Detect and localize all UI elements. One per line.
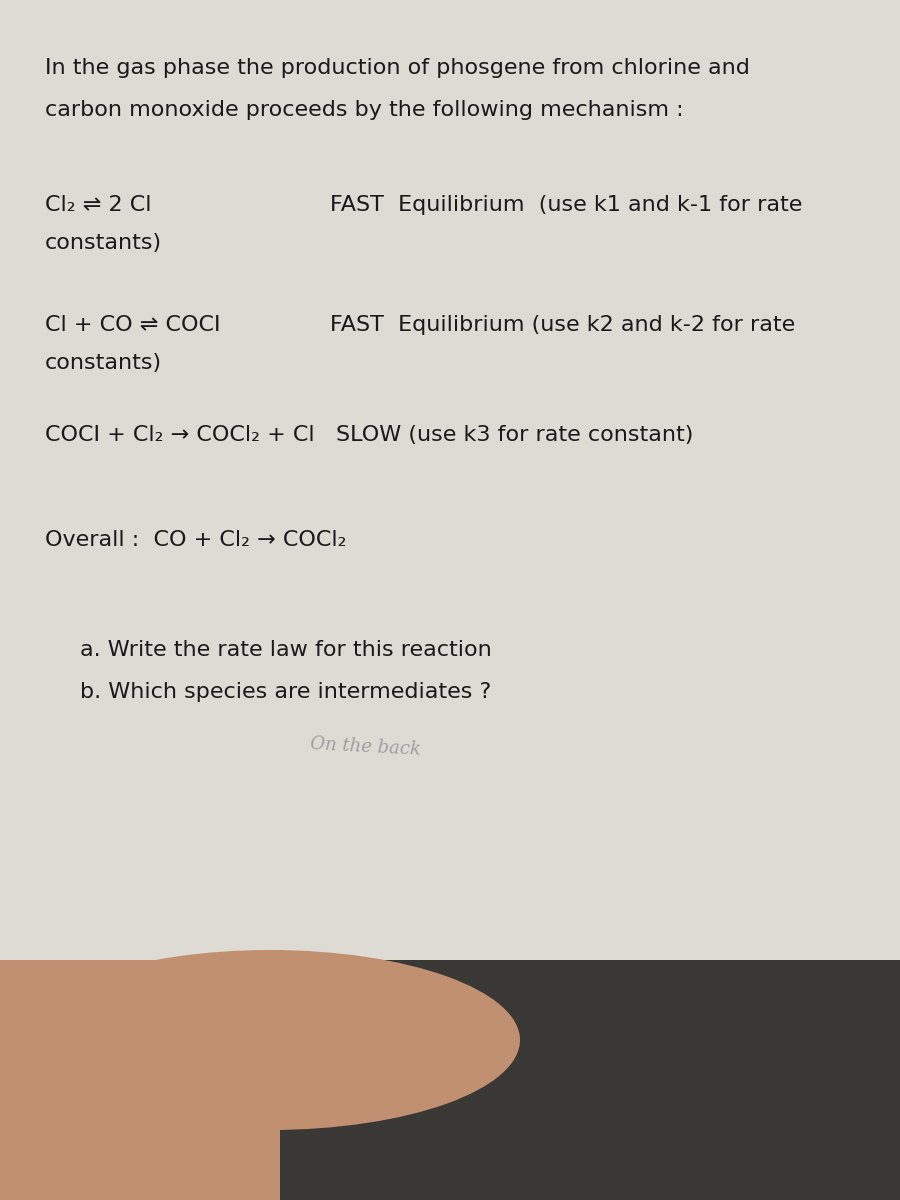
Text: Cl + CO ⇌ COCI: Cl + CO ⇌ COCI [45,314,220,335]
Text: constants): constants) [45,233,162,253]
Text: In the gas phase the production of phosgene from chlorine and: In the gas phase the production of phosg… [45,58,750,78]
Text: constants): constants) [45,353,162,373]
Text: Overall :  CO + Cl₂ → COCl₂: Overall : CO + Cl₂ → COCl₂ [45,530,346,550]
Text: COCI + Cl₂ → COCl₂ + Cl   SLOW (use k3 for rate constant): COCI + Cl₂ → COCl₂ + Cl SLOW (use k3 for… [45,425,693,445]
Text: carbon monoxide proceeds by the following mechanism :: carbon monoxide proceeds by the followin… [45,100,684,120]
Bar [0,960,280,1200]
Bar [0,1000,200,1200]
Text: Cl₂ ⇌ 2 Cl: Cl₂ ⇌ 2 Cl [45,194,151,215]
Text: b. Which species are intermediates ?: b. Which species are intermediates ? [80,682,491,702]
Bar [0,0,900,960]
Text: a. Write the rate law for this reaction: a. Write the rate law for this reaction [80,640,491,660]
Bar [0,930,900,1200]
Text: FAST  Equilibrium  (use k1 and k-1 for rate: FAST Equilibrium (use k1 and k-1 for rat… [330,194,803,215]
Text: On the back: On the back [310,734,421,758]
Text: FAST  Equilibrium (use k2 and k-2 for rate: FAST Equilibrium (use k2 and k-2 for rat… [330,314,796,335]
Ellipse shape [20,950,520,1130]
